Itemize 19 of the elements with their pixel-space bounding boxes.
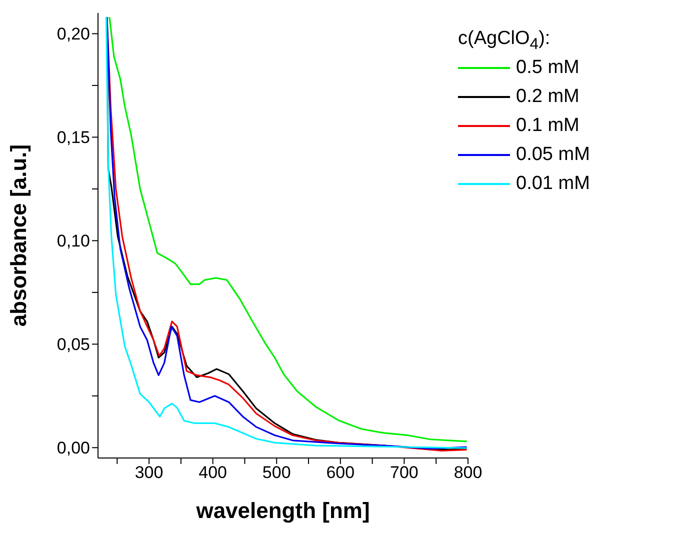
- legend-label: 0.2 mM: [516, 86, 580, 108]
- legend-label: 0.05 mM: [516, 144, 590, 166]
- x-axis-title: wavelength [nm]: [195, 498, 370, 523]
- x-tick-label: 600: [326, 463, 355, 482]
- y-tick-label: 0,05: [56, 335, 90, 354]
- x-tick-label: 800: [454, 463, 482, 482]
- x-tick-label: 500: [262, 463, 291, 482]
- y-tick-label: 0,10: [56, 232, 90, 251]
- y-tick-label: 0,00: [56, 438, 90, 458]
- legend-title: c(AgClO$_{4}$):: [458, 28, 552, 54]
- x-tick-label: 700: [390, 463, 418, 482]
- y-axis-title: absorbance [a.u.]: [6, 144, 31, 327]
- legend-label: 0.1 mM: [516, 115, 580, 138]
- x-tick-label: 300: [134, 463, 164, 482]
- x-tick-label: 400: [198, 463, 228, 482]
- legend-label: 0.01 mM: [516, 173, 590, 196]
- legend-label: 0.5 mM: [516, 57, 580, 80]
- y-tick-label: 0,15: [56, 128, 90, 148]
- y-tick-label: 0,20: [56, 24, 90, 44]
